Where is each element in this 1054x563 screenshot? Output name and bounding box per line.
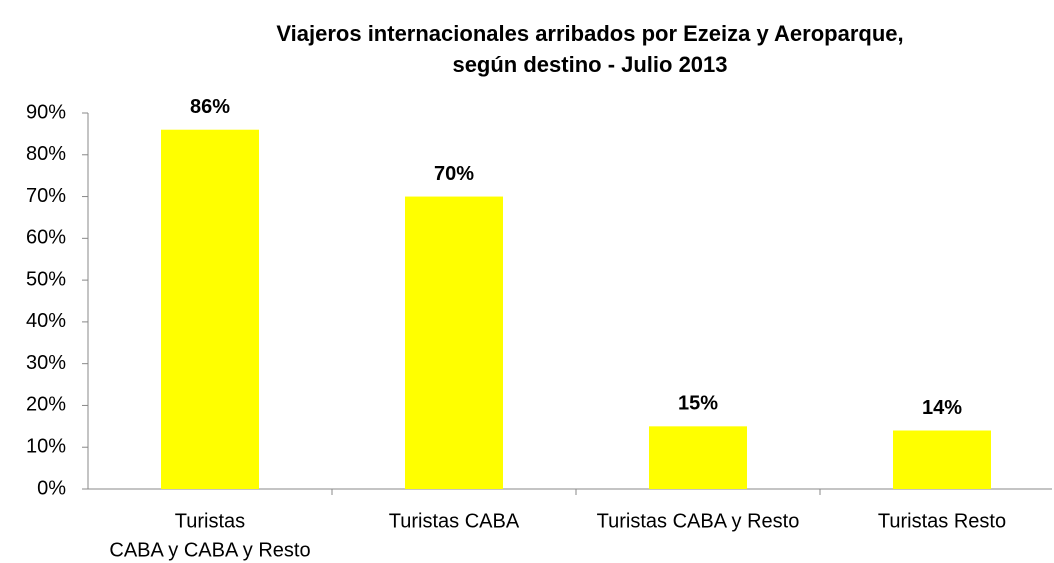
- y-tick-label: 90%: [26, 101, 66, 123]
- x-tick-label: Turistas Resto: [878, 510, 1006, 532]
- y-tick-label: 30%: [26, 352, 66, 374]
- x-tick-label: CABA y CABA y Resto: [109, 539, 310, 561]
- value-label: 86%: [190, 96, 230, 118]
- x-tick-label: Turistas CABA y Resto: [597, 510, 800, 532]
- x-tick-label: Turistas: [175, 510, 245, 532]
- chart-title: según destino - Julio 2013: [452, 52, 727, 77]
- y-tick-label: 40%: [26, 310, 66, 332]
- y-tick-label: 60%: [26, 227, 66, 249]
- value-label: 15%: [678, 393, 718, 415]
- y-tick-label: 10%: [26, 436, 66, 458]
- y-tick-label: 20%: [26, 394, 66, 416]
- bar: [161, 129, 259, 489]
- bar: [649, 426, 747, 489]
- y-tick-label: 80%: [26, 143, 66, 165]
- x-tick-label: Turistas CABA: [389, 510, 520, 532]
- chart-title: Viajeros internacionales arribados por E…: [276, 21, 903, 46]
- y-tick-label: 70%: [26, 185, 66, 207]
- bar: [405, 196, 503, 490]
- y-tick-label: 0%: [37, 477, 66, 499]
- value-label: 70%: [434, 163, 474, 185]
- bar: [893, 430, 991, 489]
- value-label: 14%: [922, 397, 962, 419]
- y-tick-label: 50%: [26, 268, 66, 290]
